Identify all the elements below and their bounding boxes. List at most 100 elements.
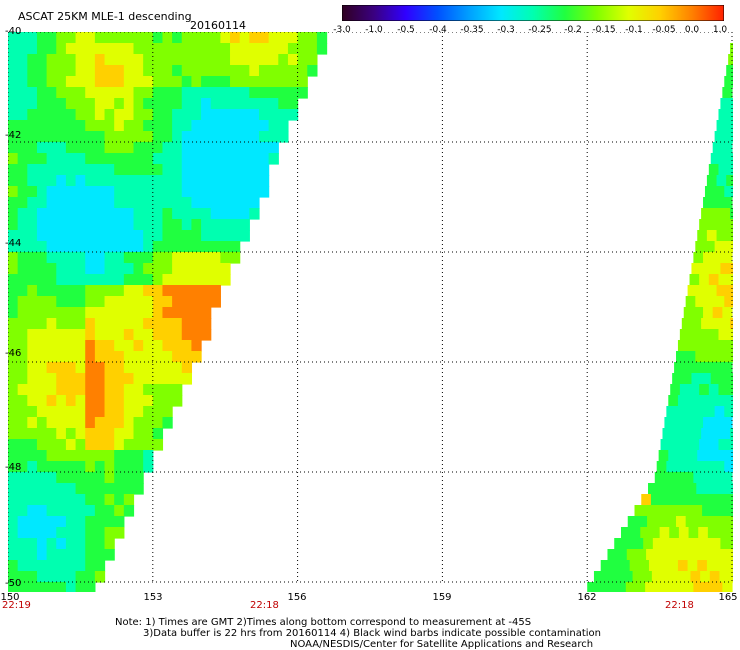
heatmap-cell [27,560,38,572]
heatmap-cell [712,472,723,484]
heatmap-cell [17,87,28,99]
heatmap-cell [56,450,67,462]
heatmap-cell [65,516,77,528]
heatmap-cell [191,43,202,55]
heatmap-cell [726,175,733,187]
heatmap-cell [56,142,67,154]
heatmap-cell [123,208,135,220]
y-tick-label: -42 [5,130,22,141]
heatmap-cell [230,142,241,154]
heatmap-cell [104,340,115,352]
heatmap-cell [36,219,48,231]
colorbar-tick: -0.1 [625,25,643,35]
heatmap-cell [36,285,48,297]
heatmap-cell [676,351,687,363]
heatmap-cell [606,582,617,592]
heatmap-cell [648,560,660,572]
heatmap-cell [726,65,733,77]
heatmap-cell [114,285,125,297]
heatmap-cell [613,571,624,583]
heatmap-cell [181,296,193,308]
heatmap-cell [133,417,144,429]
heatmap-cell [46,472,57,484]
heatmap-cell [686,483,697,495]
heatmap-cell [143,54,154,66]
heatmap-cell [714,241,725,253]
heatmap-cell [8,395,19,407]
heatmap-cell [8,362,19,374]
heatmap-cell [75,395,86,407]
heatmap-cell [693,582,704,592]
heatmap-cell [75,120,86,132]
heatmap-cell [65,109,77,121]
heatmap-cell [683,307,694,319]
heatmap-cell [162,120,173,132]
heatmap-cell [278,65,289,77]
heatmap-cell [201,175,212,187]
heatmap-cell [152,65,164,77]
heatmap-cell [679,329,691,341]
heatmap-cell [36,329,48,341]
heatmap-cell [660,494,671,506]
heatmap-cell [239,65,250,77]
heatmap-cell [152,197,164,209]
heatmap-cell [162,252,173,264]
heatmap-cell [133,54,144,66]
heatmap-cell [27,362,38,374]
heatmap-cell [36,296,48,308]
colorbar [342,5,724,21]
colorbar-tick: -0.5 [397,25,415,35]
heatmap-cell [46,571,57,583]
heatmap-cell [143,219,154,231]
heatmap-cell [104,538,115,550]
heatmap-cell [210,175,221,187]
heatmap-cell [27,307,38,319]
heatmap-cell [191,54,202,66]
heatmap-cell [635,582,646,592]
heatmap-cell [143,318,154,330]
heatmap-cell [114,461,125,473]
heatmap-cell [85,582,96,592]
heatmap-cell [650,494,662,506]
heatmap-cell [689,384,700,396]
heatmap-cell [65,285,77,297]
heatmap-cell [230,153,241,165]
heatmap-cell [722,472,733,484]
heatmap-cell [201,164,212,176]
heatmap-cell [56,285,67,297]
heatmap-cell [201,98,212,110]
heatmap-cell [587,582,598,592]
heatmap-cell [94,208,106,220]
heatmap-cell [620,560,631,572]
heatmap-cell [665,549,676,561]
heatmap-cell [133,439,144,451]
heatmap-cell [670,439,681,451]
heatmap-cell [85,340,96,352]
heatmap-cell [85,450,96,462]
heatmap-cell [27,527,38,539]
heatmap-cell [297,76,308,88]
heatmap-cell [172,109,183,121]
heatmap-cell [287,43,299,55]
heatmap-cell [94,230,106,242]
heatmap-cell [65,131,77,143]
heatmap-cell [94,285,106,297]
heatmap-cell [85,417,96,429]
heatmap-cell [220,208,231,220]
heatmap-cell [36,560,48,572]
heatmap-cell [220,98,231,110]
heatmap-cell [716,395,727,407]
heatmap-cell [114,164,125,176]
heatmap-cell [94,516,106,528]
heatmap-cell [36,120,48,132]
heatmap-cell [46,549,57,561]
heatmap-cell [17,428,28,440]
heatmap-cell [152,296,164,308]
y-tick-label: -40 [5,26,22,37]
heatmap-cell [27,32,38,44]
heatmap-cell [307,43,318,55]
heatmap-cell [685,296,696,308]
heatmap-cell [8,351,19,363]
heatmap-cell [65,373,77,385]
heatmap-cell [56,351,67,363]
